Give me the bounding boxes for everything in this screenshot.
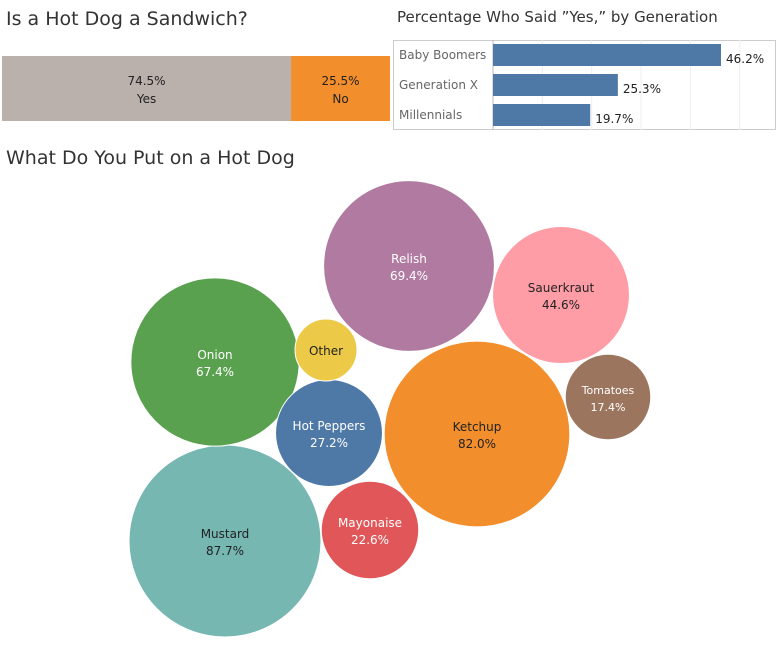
generation-value-label-millennials: 19.7% [595,112,633,126]
bubble-value-ketchup: 82.0% [458,437,496,451]
sandwich-value-label-no: 25.5% [321,74,359,88]
sandwich-bar-no [291,56,390,121]
generation-category-label-baby-boomers: Baby Boomers [399,48,486,62]
generation-value-label-baby-boomers: 46.2% [726,52,764,66]
bubble-label-other: Other [309,344,343,358]
sandwich-bar-yes [2,56,292,121]
generation-category-label-generation-x: Generation X [399,78,478,92]
bubble-value-mustard: 87.7% [206,544,244,558]
sandwich-category-label-yes: Yes [136,92,156,106]
bubble-label-hot-peppers: Hot Peppers [293,419,366,433]
bubble-value-mayonaise: 22.6% [351,533,389,547]
bubble-value-hot-peppers: 27.2% [310,436,348,450]
generation-bar-generation-x [493,74,618,96]
generation-chart-title: Percentage Who Said ”Yes,” by Generation [397,8,718,26]
bubble-value-relish: 69.4% [390,269,428,283]
bubble-relish [323,180,495,352]
toppings-chart-title: What Do You Put on a Hot Dog [6,147,295,169]
bubble-mayonaise [320,480,420,580]
bubble-hot-peppers [275,379,383,487]
bubble-label-onion: Onion [197,348,232,362]
bubble-label-mayonaise: Mayonaise [338,516,402,530]
generation-bar-baby-boomers [493,44,721,66]
generation-value-label-generation-x: 25.3% [623,82,661,96]
bubble-value-tomatoes: 17.4% [591,401,626,414]
bubble-label-sauerkraut: Sauerkraut [528,281,595,295]
generation-chart-frame [393,40,776,130]
generation-category-label-millennials: Millennials [399,108,462,122]
bubble-label-tomatoes: Tomatoes [581,384,635,397]
bubble-other [294,318,358,382]
bubble-label-mustard: Mustard [201,527,250,541]
bubble-mustard [128,444,322,638]
sandwich-chart: 74.5% Yes 25.5% No [2,56,390,121]
sandwich-category-label-no: No [332,92,348,106]
bubble-value-sauerkraut: 44.6% [542,298,580,312]
bubble-tomatoes [564,353,652,441]
generation-chart: Baby Boomers 46.2% Generation X 25.3% Millen… [393,40,776,130]
bubble-ketchup [383,340,571,528]
bubble-label-relish: Relish [391,252,427,266]
bubble-sauerkraut [492,226,630,364]
bubble-onion [130,277,300,447]
generation-bar-millennials [493,104,591,126]
sandwich-value-label-yes: 74.5% [127,74,165,88]
toppings-bubble-chart: Mustard 87.7% Ketchup 82.0% Relish 69.4% Onion… [128,180,652,638]
bubble-value-onion: 67.4% [196,365,234,379]
sandwich-chart-title: Is a Hot Dog a Sandwich? [6,8,248,30]
bubble-label-ketchup: Ketchup [453,420,502,434]
